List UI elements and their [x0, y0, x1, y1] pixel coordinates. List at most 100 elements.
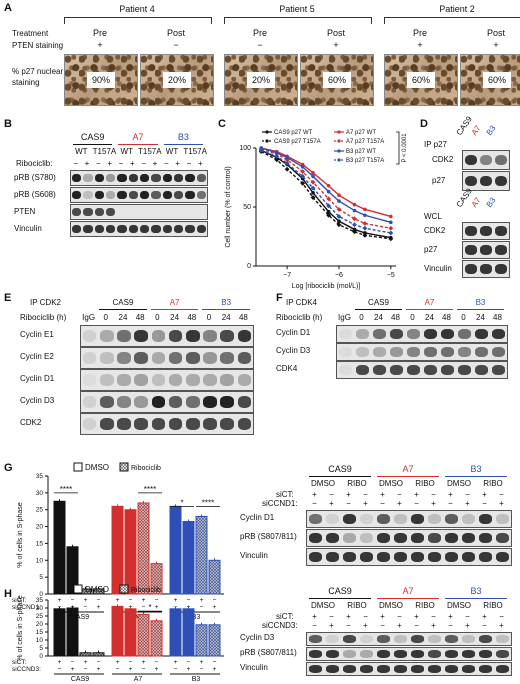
sict-sign: − [213, 659, 217, 666]
sict-sign: − [97, 597, 101, 604]
sict-sign: + [482, 490, 487, 499]
group-underline [445, 598, 507, 599]
cell-line-label: A7 [132, 132, 144, 142]
blot-strip-band [117, 352, 131, 364]
blot-strip-band [237, 330, 252, 342]
blot-strip-band [72, 173, 82, 183]
pvalue-label: P < 0.0001 [402, 133, 408, 163]
blot-strip-band [185, 224, 195, 234]
group-underline [457, 309, 504, 310]
data-point [337, 219, 341, 223]
blot-strip-band [151, 173, 161, 183]
blot-strip-band [325, 665, 340, 673]
timepoint-label: 0 [206, 313, 212, 322]
blot-strip-band [140, 173, 150, 183]
sicc-label: siCCND3: [262, 621, 298, 630]
blot-strip-band [410, 650, 425, 658]
sict-sign: + [200, 659, 204, 666]
sict-sign: + [58, 597, 62, 604]
treatment-label: DMSO [447, 601, 471, 610]
significance-mark: **** [202, 498, 214, 507]
blot-strip [80, 413, 254, 435]
sict-sign: − [465, 490, 470, 499]
blot-strip-band [151, 190, 161, 200]
sict-sign: − [155, 659, 159, 666]
blot-strip-band [185, 352, 200, 364]
data-point [311, 174, 315, 179]
cell-line-label: A7 [424, 298, 435, 307]
blot-strip-band [406, 347, 421, 357]
legend-dmso: DMSO [85, 463, 109, 472]
bar-tint [93, 652, 104, 656]
cell-line-label: CAS9 [368, 298, 389, 307]
blot-strip-band [393, 665, 408, 673]
bar [195, 515, 208, 595]
y-tick-label: 25 [36, 507, 44, 514]
sicc-sign: + [97, 666, 101, 673]
sicc-sign: − [58, 666, 62, 673]
blot-strip-band [128, 224, 138, 234]
series-line [260, 149, 391, 234]
blot-strip-band [117, 224, 127, 234]
data-point [326, 189, 331, 194]
sicc-sign: − [312, 621, 317, 630]
treatment-label: DMSO [311, 479, 335, 488]
ribociclib-sign: + [107, 159, 112, 168]
legend-marker [337, 139, 341, 143]
sict-sign: − [129, 597, 133, 604]
blot-strip-band [444, 650, 459, 658]
blot-strip-band [389, 347, 404, 357]
blot-strip-band [393, 552, 408, 562]
ribociclib-sign: + [84, 159, 90, 168]
blot-strip-band [325, 514, 340, 524]
y-tick-label: 0 [39, 653, 43, 660]
sicc-label: siCCND1: [12, 604, 41, 611]
bar-tint [196, 624, 207, 656]
bar [53, 608, 66, 657]
timepoint-label: 48 [442, 313, 451, 322]
treatment-label: RIBO [483, 601, 503, 610]
blot-row-label: pRB (S807/811) [240, 648, 297, 657]
wcl-blot-strip-band [495, 226, 508, 236]
bar [137, 502, 150, 595]
data-point [337, 199, 341, 203]
data-point [310, 195, 316, 200]
ip-blot-strip-band [479, 175, 493, 187]
sicc-sign: − [380, 499, 385, 508]
legend-marker [337, 158, 341, 162]
y-tick-label: 25 [36, 613, 44, 620]
blot-strip [306, 529, 512, 547]
p27-percent: 20% [246, 72, 276, 88]
panel-e-letter: E [4, 292, 12, 304]
blot-strip-band [325, 635, 340, 643]
wcl-row-label: Vinculin [424, 264, 452, 273]
blot-row-label: Vinculin [14, 224, 42, 233]
blot-strip-band [72, 224, 82, 234]
group-underline [163, 144, 203, 145]
treatment-label: RIBO [415, 479, 435, 488]
sict-sign: + [414, 612, 419, 621]
blot-strip-band [174, 173, 184, 183]
blot-strip-band [406, 365, 421, 375]
bar [111, 605, 124, 657]
blot-strip-band [106, 190, 116, 200]
treatment-label: DMSO [379, 601, 403, 610]
blot-strip-band [117, 374, 131, 386]
blot-strip-band [151, 352, 166, 364]
blot-strip-band [220, 352, 235, 364]
bar [66, 607, 79, 657]
ip-label: IP CDK2 [30, 298, 61, 307]
y-tick-label: 0 [39, 591, 43, 598]
ribociclib-sign: − [73, 159, 78, 168]
blot-strip-band [410, 665, 425, 673]
blot-strip-band [491, 365, 506, 375]
sicc-label: siCCND3: [12, 666, 41, 673]
sict-sign: − [71, 597, 75, 604]
blot-row-label: CDK2 [20, 418, 42, 427]
wcl-blot-strip-band [479, 226, 493, 236]
x-tick-label: −7 [283, 272, 291, 279]
data-point [300, 180, 306, 186]
bar [182, 608, 195, 657]
blot-strip-band [410, 552, 425, 562]
